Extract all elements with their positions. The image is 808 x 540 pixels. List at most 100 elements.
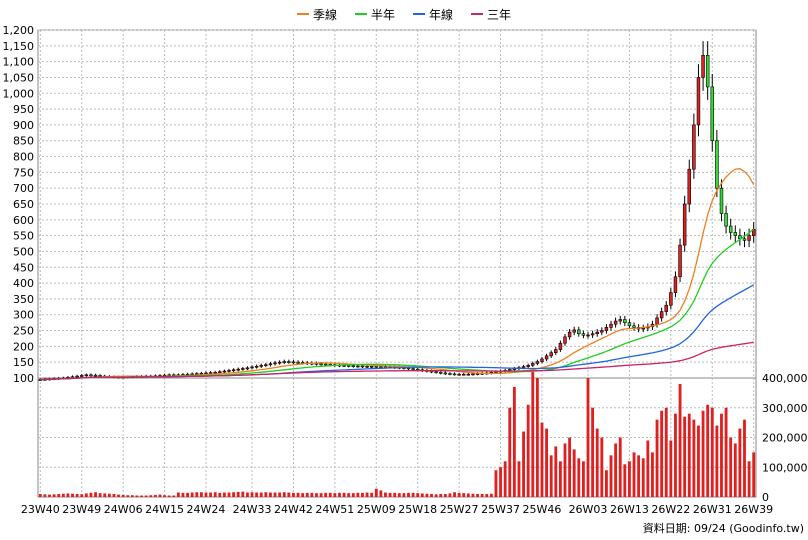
time-tick-label: 26W31 xyxy=(693,503,732,516)
candle-up xyxy=(213,372,217,374)
volume-bar xyxy=(641,458,645,497)
candle-down xyxy=(728,225,733,233)
volume-bar xyxy=(733,443,737,497)
price-tick-label: 700 xyxy=(13,182,34,195)
volume-bar xyxy=(558,461,562,497)
candle-up xyxy=(701,55,705,78)
volume-bar xyxy=(453,492,456,497)
volume-bar xyxy=(393,492,397,497)
candle-up xyxy=(669,292,673,306)
volume-bar xyxy=(255,492,259,497)
candle-down xyxy=(710,86,715,142)
volume-bar xyxy=(720,413,723,497)
candle-up xyxy=(549,352,553,357)
candle-up xyxy=(208,372,213,374)
candle-down xyxy=(374,365,379,368)
price-tick-label: 850 xyxy=(13,135,34,148)
volume-bar xyxy=(407,492,410,497)
price-tick-label: 800 xyxy=(13,151,34,164)
volume-bar xyxy=(245,492,249,497)
time-tick-label: 25W18 xyxy=(398,503,437,516)
volume-bar xyxy=(517,461,521,497)
volume-bar xyxy=(213,492,217,497)
chart-legend: 季線 半年 年線 三年 xyxy=(0,4,808,24)
candle-down xyxy=(93,374,98,377)
candle-up xyxy=(613,320,618,325)
volume-bar xyxy=(57,494,61,497)
volume-bar xyxy=(540,422,544,497)
volume-bar xyxy=(153,494,157,497)
volume-bar xyxy=(222,492,226,497)
candle-up xyxy=(245,367,250,370)
volume-bar xyxy=(609,455,613,497)
volume-bar xyxy=(522,431,525,497)
time-tick-label: 26W39 xyxy=(734,503,773,516)
volume-bar xyxy=(342,492,346,497)
volume-tick-label: 200,000 xyxy=(762,432,808,445)
volume-bar xyxy=(282,492,286,497)
volume-bar xyxy=(577,458,581,497)
candle-down xyxy=(291,361,296,364)
volume-bar xyxy=(595,428,599,497)
price-tick-label: 900 xyxy=(13,119,34,132)
candle-up xyxy=(673,276,678,293)
candle-up xyxy=(590,333,595,336)
price-tick-label: 1,000 xyxy=(3,87,35,100)
candle-up xyxy=(273,362,277,365)
price-tick-label: 450 xyxy=(13,261,34,274)
candle-up xyxy=(659,311,664,319)
volume-bar xyxy=(618,437,622,497)
volume-bar xyxy=(351,493,355,497)
volume-bar xyxy=(669,440,673,497)
candle-down xyxy=(411,368,415,370)
legend-item: 年線 xyxy=(413,4,453,24)
volume-bar xyxy=(531,372,535,497)
candle-up xyxy=(466,373,471,376)
volume-bar xyxy=(370,492,374,497)
price-tick-label: 750 xyxy=(13,166,34,179)
candle-up xyxy=(540,358,544,362)
candle-up xyxy=(600,330,604,333)
volume-bar xyxy=(563,443,567,497)
candle-up xyxy=(222,370,227,373)
volume-bar xyxy=(664,407,668,497)
volume-bar xyxy=(655,419,659,497)
volume-bar xyxy=(227,492,231,497)
moving-average-line xyxy=(40,341,754,381)
volume-bar xyxy=(259,492,263,497)
candle-down xyxy=(715,140,719,189)
volume-bar xyxy=(287,492,291,497)
plot-area xyxy=(37,29,757,498)
volume-bar xyxy=(167,495,171,497)
price-tick-label: 400 xyxy=(13,277,34,290)
price-tick-label: 200 xyxy=(13,340,34,353)
volume-bar xyxy=(204,492,208,497)
candle-up xyxy=(356,365,360,368)
volume-bar xyxy=(738,428,742,497)
volume-bar xyxy=(549,455,553,497)
volume-bar xyxy=(614,443,618,497)
candle-down xyxy=(452,373,457,376)
volume-bar xyxy=(71,493,74,497)
legend-label: 半年 xyxy=(370,7,395,22)
candle-up xyxy=(241,368,245,370)
candle-up xyxy=(462,373,466,376)
volume-bar xyxy=(241,491,245,497)
volume-bar xyxy=(586,378,590,497)
candle-up xyxy=(618,319,622,322)
candle-up xyxy=(692,124,696,170)
legend-swatch-blue xyxy=(413,13,425,15)
candle-up xyxy=(369,365,374,368)
volume-bar xyxy=(724,407,728,497)
volume-bar xyxy=(729,437,733,497)
volume-bar xyxy=(296,492,300,497)
time-tick-label: 25W46 xyxy=(523,503,562,516)
candle-up xyxy=(254,365,259,368)
candle-down xyxy=(296,361,300,364)
candle-up xyxy=(84,374,89,377)
volume-bar xyxy=(232,492,236,497)
candle-up xyxy=(544,355,549,360)
time-tick-label: 26W03 xyxy=(569,503,608,516)
candle-down xyxy=(346,365,351,367)
volume-bar xyxy=(678,383,682,497)
